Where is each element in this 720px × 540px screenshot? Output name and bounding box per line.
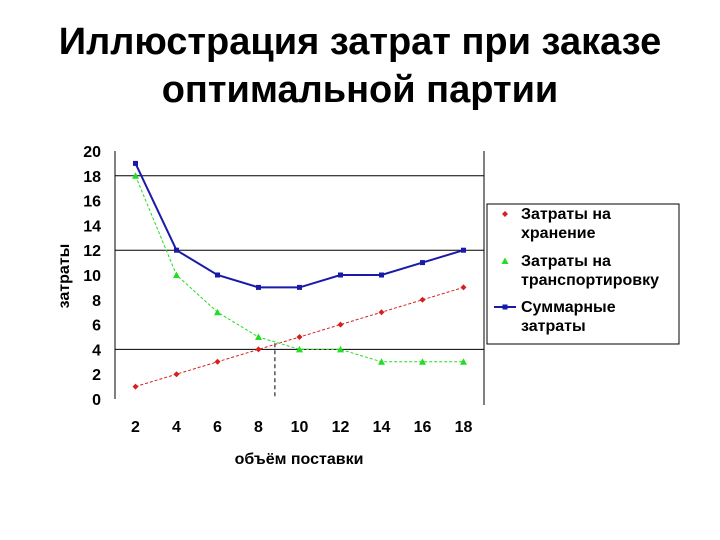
series-1 (132, 172, 467, 365)
data-point (461, 247, 466, 253)
series-0 (132, 284, 467, 390)
x-tick-labels: 2 4 6 8 10 12 14 16 18 (131, 419, 472, 436)
x-axis-label: объём поставки (235, 451, 364, 468)
data-point (460, 358, 467, 365)
slide-title: Иллюстрация затрат при заказе оптимально… (0, 18, 720, 114)
x-tick-label: 18 (455, 419, 473, 436)
data-point (338, 272, 343, 278)
legend-label: Затраты на (521, 253, 611, 270)
legend-symbol-2 (494, 304, 516, 310)
data-point (214, 308, 221, 316)
y-tick-label: 2 (92, 367, 101, 384)
y-tick-label: 4 (92, 342, 101, 359)
x-tick-label: 12 (332, 419, 350, 436)
x-tick-label: 14 (373, 419, 391, 436)
data-point (132, 383, 139, 390)
plot-frame (114, 151, 485, 405)
data-point (215, 272, 220, 278)
legend-swatch-marker (501, 257, 509, 264)
y-tick-label: 6 (92, 318, 101, 335)
data-point (419, 296, 426, 303)
y-tick-label: 14 (83, 218, 101, 235)
data-point (173, 271, 180, 278)
data-point (297, 284, 302, 290)
slide-title-line-1: Иллюстрация затрат при заказе (58, 21, 662, 63)
legend-label: затраты (521, 318, 586, 335)
y-tick-label: 10 (83, 268, 101, 285)
series-layer (132, 160, 467, 390)
legend: Затраты на хранение Затраты на транспортиро… (486, 203, 680, 345)
data-point (378, 309, 385, 316)
data-point (337, 321, 344, 328)
y-tick-labels: 0 2 4 6 8 10 12 14 16 18 20 (83, 144, 101, 409)
data-point (214, 358, 221, 365)
legend-swatch-marker (502, 211, 508, 217)
slide-title-line-2: оптимальной партии (161, 69, 559, 111)
data-point (173, 371, 180, 378)
x-tick-label: 6 (213, 419, 222, 436)
series-2 (133, 160, 466, 290)
legend-symbol-1 (501, 257, 509, 264)
data-point (296, 345, 303, 353)
legend-label: хранение (521, 225, 596, 242)
legend-label: Суммарные (521, 299, 616, 316)
data-point (379, 272, 384, 278)
legend-label: транспортировку (521, 272, 659, 289)
series-line-1 (135, 175, 464, 363)
y-tick-label: 16 (83, 194, 101, 211)
data-point (420, 260, 425, 266)
data-point (133, 160, 138, 166)
data-point (419, 358, 426, 365)
y-axis-label: затраты (56, 244, 73, 309)
legend-swatch-marker (502, 304, 508, 310)
y-tick-label: 8 (92, 293, 101, 310)
x-tick-label: 4 (172, 419, 181, 436)
y-tick-label: 20 (83, 144, 101, 161)
data-point (296, 334, 303, 340)
data-point (256, 284, 261, 290)
data-point (255, 346, 262, 353)
legend-symbol-0 (502, 211, 508, 217)
x-tick-label: 8 (254, 419, 263, 436)
series-line-2 (134, 162, 464, 289)
legend-box (486, 203, 680, 345)
data-point (132, 172, 139, 179)
x-tick-label: 10 (291, 419, 309, 436)
data-point (460, 284, 467, 291)
data-point (378, 358, 385, 365)
data-point (174, 247, 179, 253)
x-tick-label: 2 (131, 419, 140, 436)
grid-lines (115, 175, 484, 350)
y-tick-label: 18 (83, 169, 101, 186)
data-point (255, 333, 262, 340)
x-tick-label: 16 (414, 419, 432, 436)
legend-label: Затраты на (521, 206, 611, 223)
data-point (337, 345, 344, 353)
y-tick-label: 12 (83, 243, 101, 260)
y-tick-label: 0 (92, 392, 101, 409)
